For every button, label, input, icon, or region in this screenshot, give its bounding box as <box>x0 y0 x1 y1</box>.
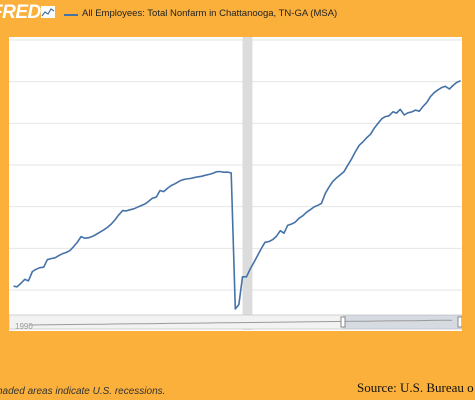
navigator-start-label: 1990 <box>15 322 33 331</box>
navigator-selection <box>343 315 462 329</box>
recession-note: haded areas indicate U.S. recessions. <box>0 386 166 397</box>
legend-series-label: All Employees: Total Nonfarm in Chattano… <box>82 8 338 19</box>
legend-swatch <box>64 14 78 16</box>
chart-header: FRED All Employees: Total Nonfarm in Cha… <box>0 0 475 32</box>
range-navigator <box>9 314 462 330</box>
navigator-handle-left <box>340 316 346 328</box>
navigator-line <box>28 319 453 326</box>
plot-area[interactable]: 201620182020202220241990 <box>9 37 462 331</box>
source-text: Source: U.S. Bureau o <box>357 380 474 395</box>
logo-graph-icon <box>41 6 55 18</box>
navigator-handle-right <box>457 316 462 328</box>
fred-logo[interactable]: FRED <box>0 2 41 23</box>
line-chart: 201620182020202220241990 <box>9 37 462 331</box>
series-line <box>13 79 461 310</box>
recession-band <box>242 37 253 330</box>
